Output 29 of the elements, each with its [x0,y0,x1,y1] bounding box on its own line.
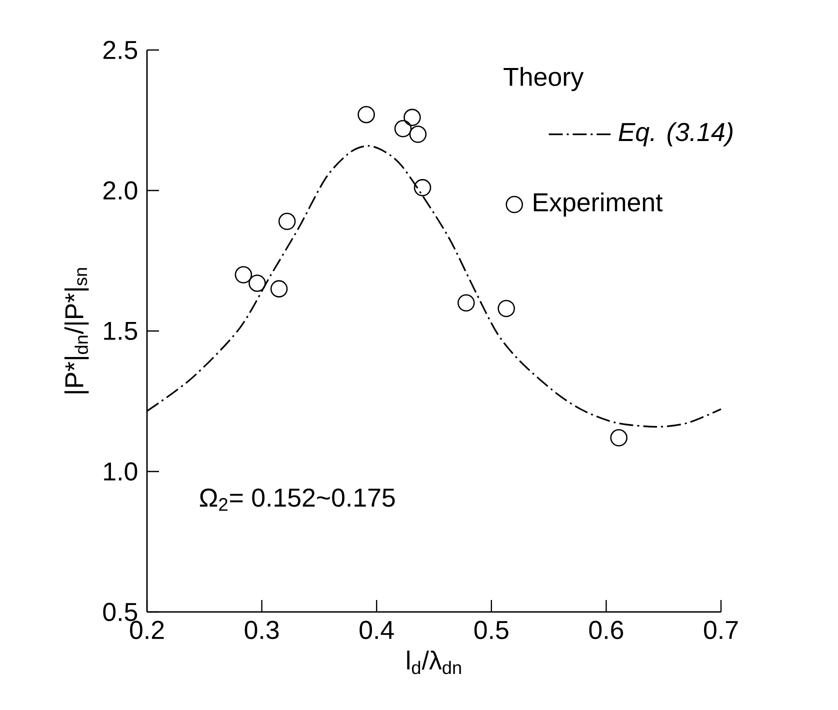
point [409,126,427,143]
x-tick-label: 0.5 [474,620,508,640]
x-axis-title: l$_{d}$/λ$_{dn}$ [407,650,461,674]
x-tick-label: 0.3 [244,620,279,640]
point [248,274,266,292]
y-tick-label: 2.0 [103,181,138,200]
annotation: Theory [504,67,584,92]
point [278,212,296,230]
x-tick-label: 0.6 [589,620,624,640]
point [610,429,628,446]
x-tick-label: 0.2 [130,620,164,640]
y-axis-title: |P*|$_{dn}$/|P*|$_{sn}$ [64,268,89,394]
x-tick-label: 0.7 [704,620,738,640]
point [270,280,288,298]
point [394,120,412,138]
point [458,294,475,312]
x-tick-label: 0.4 [360,620,394,640]
legend-label: Eq. (3.14) [618,122,732,146]
annotation: Ω$_{2}$= 0.152~0.175 [200,488,395,511]
point [358,106,375,124]
legend-label: Experiment [534,192,663,217]
point [404,108,421,126]
y-tick-label: 1.5 [104,322,138,340]
point [234,266,252,284]
point [414,179,432,196]
y-tick-label: 0.5 [103,602,138,622]
point [498,300,515,318]
y-tick-label: 1.0 [104,462,138,481]
y-tick-label: 2.5 [103,40,138,60]
